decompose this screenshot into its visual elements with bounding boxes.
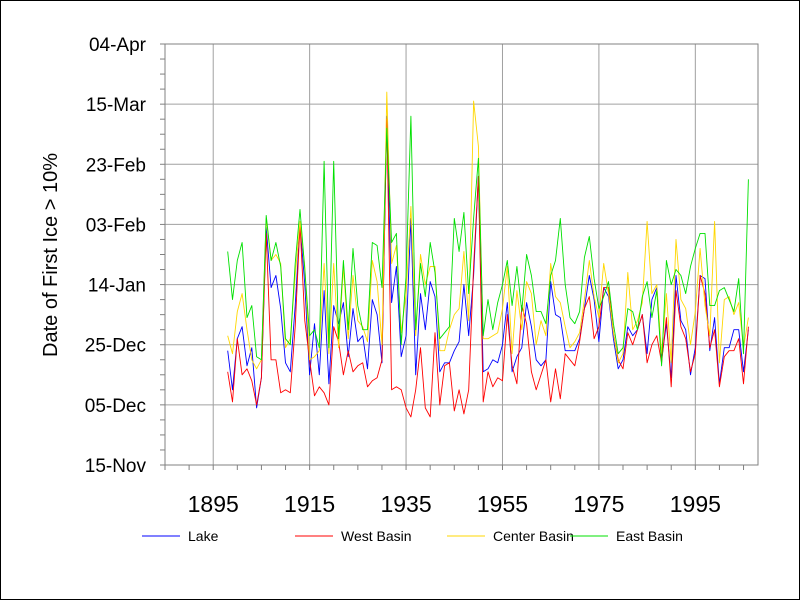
- y-tick-label: 04-Apr: [89, 35, 147, 56]
- x-tick-label: 1975: [573, 491, 624, 517]
- x-tick-label: 1895: [188, 491, 239, 517]
- y-tick-label: 03-Feb: [86, 215, 146, 236]
- tick-marks: [160, 43, 745, 470]
- legend-label: Lake: [188, 528, 219, 544]
- x-tick-label: 1995: [670, 491, 721, 517]
- y-tick-label: 15-Nov: [85, 456, 147, 477]
- legend: Lake West Basin Center Basin East Basin: [142, 528, 683, 544]
- series-line-east-basin: [227, 115, 749, 367]
- legend-label: East Basin: [616, 528, 683, 544]
- x-tick-label: 1915: [284, 491, 335, 517]
- y-axis-ticks: 04-Apr 15-Mar 23-Feb 03-Feb 14-Jan 25-Dec 05-D…: [85, 35, 147, 477]
- x-tick-label: 1935: [380, 491, 431, 517]
- y-tick-label: 23-Feb: [86, 155, 146, 176]
- legend-label: Center Basin: [493, 528, 574, 544]
- x-axis-ticks: 1895 1915 1935 1955 1975 1995: [188, 491, 721, 517]
- y-tick-label: 25-Dec: [85, 336, 146, 357]
- x-tick-label: 1955: [477, 491, 528, 517]
- y-tick-label: 05-Dec: [85, 396, 146, 417]
- series-layer: [227, 91, 749, 418]
- series-line-lake: [227, 115, 749, 409]
- y-axis-label: Date of First Ice > 10%: [40, 153, 62, 357]
- y-tick-label: 14-Jan: [88, 276, 146, 297]
- y-tick-label: 15-Mar: [86, 95, 147, 116]
- series-line-center-basin: [227, 91, 749, 370]
- legend-label: West Basin: [341, 528, 412, 544]
